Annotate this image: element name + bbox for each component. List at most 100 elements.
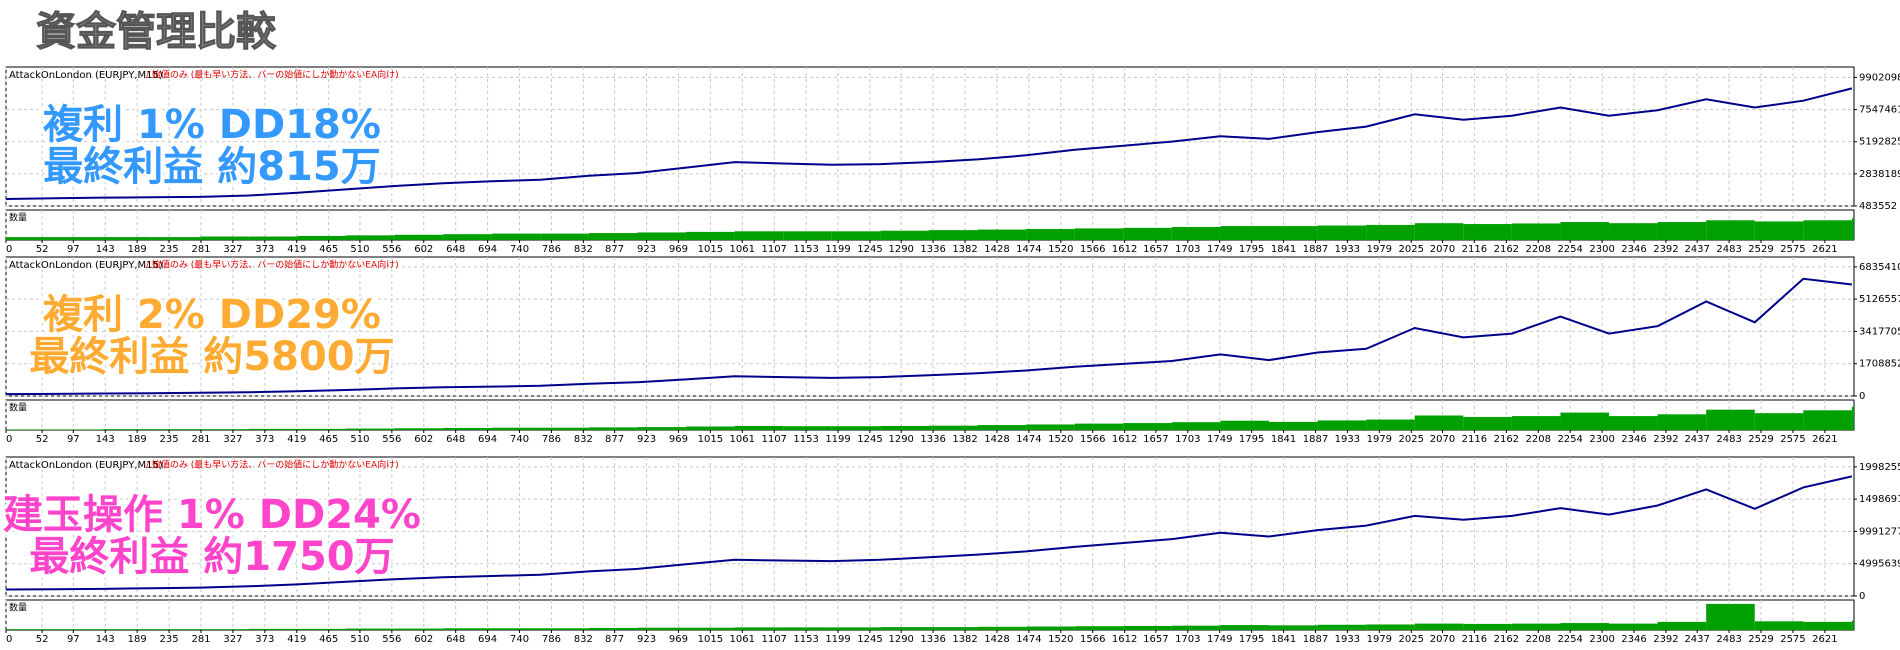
y-tick-label: 0 [1859, 391, 1865, 402]
volume-bar [977, 425, 1027, 430]
volume-bar [1074, 626, 1124, 630]
x-tick-label: 1153 [793, 434, 818, 445]
volume-bar [491, 427, 541, 430]
x-tick-label: 373 [255, 434, 274, 445]
y-tick-label: 34177050 [1859, 326, 1900, 337]
x-tick-label: 281 [191, 634, 210, 645]
x-tick-label: 1382 [952, 634, 977, 645]
x-tick-label: 327 [223, 434, 242, 445]
x-tick-label: 1612 [1112, 634, 1137, 645]
x-tick-label: 0 [6, 634, 12, 645]
x-tick-label: 2621 [1812, 434, 1837, 445]
volume-bar [880, 230, 929, 240]
x-tick-label: 2162 [1494, 244, 1519, 255]
volume-bar [151, 429, 201, 430]
volume-bar [248, 236, 298, 240]
x-tick-label: 2621 [1812, 244, 1837, 255]
volume-bar [734, 425, 784, 430]
volume-bar [1706, 603, 1755, 630]
volume-bar [443, 427, 492, 430]
x-tick-label: 2116 [1462, 634, 1487, 645]
volume-bar [248, 628, 298, 630]
x-tick-label: 2162 [1494, 634, 1519, 645]
x-tick-label: 419 [287, 244, 306, 255]
x-tick-label: 694 [478, 434, 497, 445]
chart-header-note: / 始値のみ (最も早い方法、バーの始値にしか動かないEA向け) [146, 69, 399, 81]
x-tick-label: 1015 [698, 434, 723, 445]
volume-bar [977, 626, 1027, 630]
volume-bar [1511, 223, 1561, 240]
x-tick-label: 648 [446, 434, 465, 445]
volume-bar [1317, 225, 1367, 240]
volume-bar [637, 627, 687, 630]
chart-header-note: / 始値のみ (最も早い方法、バーの始値にしか動かないEA向け) [146, 459, 399, 471]
x-tick-label: 2621 [1812, 634, 1837, 645]
x-tick-label: 510 [350, 634, 369, 645]
x-tick-label: 2025 [1399, 634, 1424, 645]
x-tick-label: 373 [255, 634, 274, 645]
x-tick-label: 1979 [1367, 634, 1392, 645]
x-tick-label: 510 [350, 434, 369, 445]
volume-bar [1268, 625, 1318, 630]
volume-bar [1171, 226, 1221, 240]
x-tick-label: 189 [128, 634, 147, 645]
x-tick-label: 1979 [1367, 434, 1392, 445]
x-tick-label: 1657 [1143, 434, 1168, 445]
x-tick-label: 97 [67, 244, 80, 255]
volume-bar [1851, 406, 1854, 430]
volume-bar [1268, 421, 1318, 430]
y-tick-label: 4995639 [1859, 559, 1900, 570]
x-tick-label: 1474 [1016, 244, 1041, 255]
volume-bar [1414, 623, 1464, 630]
volume-bar [346, 628, 395, 630]
volume-bar [151, 237, 201, 240]
x-tick-label: 877 [605, 244, 624, 255]
x-tick-label: 189 [128, 434, 147, 445]
y-tick-label: 0 [1859, 591, 1865, 602]
x-tick-label: 1290 [888, 634, 913, 645]
x-tick-label: 1749 [1207, 634, 1232, 645]
x-tick-label: 1474 [1016, 634, 1041, 645]
x-tick-label: 1703 [1175, 244, 1200, 255]
volume-bar [1366, 419, 1415, 430]
x-tick-label: 2162 [1494, 434, 1519, 445]
x-tick-label: 1841 [1271, 634, 1296, 645]
x-tick-label: 602 [414, 434, 433, 445]
volume-bar [1123, 227, 1172, 240]
volume-bar [1511, 416, 1561, 430]
volume-bar [831, 426, 881, 430]
x-tick-label: 786 [542, 634, 561, 645]
x-tick-label: 1887 [1303, 244, 1328, 255]
x-tick-label: 1336 [920, 634, 945, 645]
annotation: 最終利益 約1750万 [29, 534, 394, 580]
volume-bar [1220, 625, 1269, 630]
volume-bar [1463, 623, 1512, 630]
x-tick-label: 2208 [1526, 434, 1551, 445]
volume-bar [831, 627, 881, 630]
volume-bar [54, 629, 104, 630]
x-tick-label: 327 [223, 244, 242, 255]
x-tick-label: 1520 [1048, 434, 1073, 445]
x-tick-label: 2254 [1557, 434, 1582, 445]
x-tick-label: 1428 [984, 434, 1009, 445]
y-tick-label: 7547461 [1859, 105, 1900, 116]
y-tick-label: 17088525 [1859, 359, 1900, 370]
volume-bar [1366, 624, 1415, 630]
volume-bar [540, 427, 589, 430]
x-tick-label: 1107 [761, 244, 786, 255]
volume-bar [1317, 420, 1367, 430]
x-tick-label: 2346 [1621, 244, 1646, 255]
x-tick-label: 740 [510, 434, 529, 445]
x-tick-label: 1474 [1016, 434, 1041, 445]
x-tick-label: 2575 [1780, 244, 1805, 255]
plot-frame [5, 256, 1855, 397]
volume-bar [734, 231, 784, 240]
y-tick-label: 2838189 [1859, 169, 1900, 180]
x-tick-label: 969 [669, 634, 688, 645]
x-tick-label: 143 [96, 244, 115, 255]
volume-bar [248, 428, 298, 430]
volume-bar [1754, 413, 1804, 430]
volume-bar [783, 426, 832, 430]
volume-bar [1803, 410, 1852, 430]
x-tick-label: 1290 [888, 244, 913, 255]
